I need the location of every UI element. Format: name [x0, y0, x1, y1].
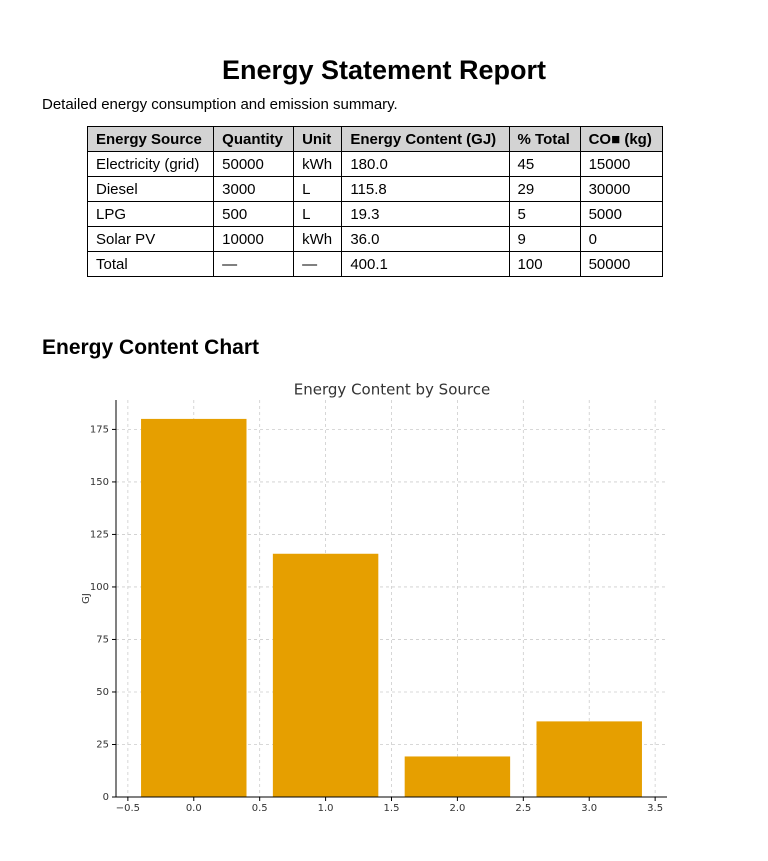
table-cell: — [293, 251, 343, 277]
report-title: Energy Statement Report [221, 55, 547, 85]
y-tick-label: 125 [90, 529, 109, 540]
table-cell: Solar PV [86, 226, 215, 252]
table-cell: kWh [293, 226, 343, 252]
bar [141, 418, 247, 797]
x-tick-label: 2.5 [515, 803, 531, 814]
y-axis-label: GJ [81, 593, 92, 604]
energy-table: Energy Source Quantity Unit Energy Content … [86, 126, 664, 277]
table-cell: 29 [508, 176, 581, 202]
table-cell: 10000 [213, 226, 295, 252]
table-cell: 180.0 [341, 151, 510, 177]
x-tick-label: 1.0 [318, 803, 334, 814]
y-tick-label: 25 [96, 739, 109, 750]
column-header: Quantity [213, 126, 295, 152]
x-tick-label: 3.5 [647, 803, 663, 814]
table-cell: 45 [508, 151, 581, 177]
table-cell: 115.8 [341, 176, 510, 202]
table-row: Diesel 3000 L 115.8 29 30000 [86, 176, 664, 202]
chart: Energy Content by Source 0 25 50 75 100 125 15… [81, 381, 667, 814]
column-header: Energy Source [86, 126, 215, 152]
table-cell: L [293, 201, 343, 227]
y-tick-label: 0 [103, 792, 109, 803]
x-tick-label: −0.5 [116, 803, 140, 814]
y-tick-label: 50 [96, 687, 109, 698]
section-title: Energy Content Chart [42, 336, 260, 359]
table-cell: 36.0 [341, 226, 510, 252]
table-cell: 5 [508, 201, 581, 227]
x-tick-label: 2.0 [449, 803, 465, 814]
table-cell: 19.3 [341, 201, 510, 227]
table-cell: kWh [293, 151, 343, 177]
table-cell: 9 [508, 226, 581, 252]
table-row: LPG 500 L 19.3 5 5000 [86, 201, 664, 227]
table-cell: — [213, 251, 295, 277]
x-tick-label: 0.5 [252, 803, 268, 814]
column-header: % Total [508, 126, 581, 152]
y-tick-label: 100 [90, 582, 109, 593]
column-header: CO■ (kg) [579, 126, 664, 152]
table-cell: Total [86, 251, 215, 277]
y-tick-label: 175 [90, 424, 109, 435]
table-cell: 400.1 [341, 251, 510, 277]
table-cell: 3000 [213, 176, 295, 202]
bar [404, 756, 511, 797]
bar [536, 721, 642, 797]
table-cell: Diesel [86, 176, 215, 202]
table-cell: 0 [579, 226, 664, 252]
table-row: Solar PV 10000 kWh 36.0 9 0 [86, 226, 664, 252]
x-tick-label: 1.5 [384, 803, 400, 814]
table-cell: 50000 [579, 251, 664, 277]
bar [272, 553, 379, 797]
table-cell: LPG [86, 201, 215, 227]
table-row: Total — —400.1 100 50000 [86, 251, 664, 277]
chart-title: Energy Content by Source [294, 381, 490, 399]
table-cell: 15000 [579, 151, 664, 177]
table-row: Electricity (grid) 50000 kWh 180.0 45 15000 [86, 151, 664, 177]
table-cell: L [293, 176, 343, 202]
table-cell: Electricity (grid) [86, 151, 215, 177]
report-subtitle: Detailed energy consumption and emission… [42, 96, 398, 113]
column-header: Energy Content (GJ) [341, 126, 510, 152]
table-cell: 5000 [579, 201, 664, 227]
x-tick-label: 3.0 [581, 803, 597, 814]
table-cell: 50000 [213, 151, 295, 177]
y-tick-label: 75 [96, 634, 109, 645]
table-cell: 30000 [579, 176, 664, 202]
x-tick-label: 0.0 [186, 803, 202, 814]
table-cell: 500 [213, 201, 295, 227]
table-cell: 100 [508, 251, 581, 277]
y-tick-label: 150 [90, 477, 109, 488]
column-header: Unit [293, 126, 343, 152]
